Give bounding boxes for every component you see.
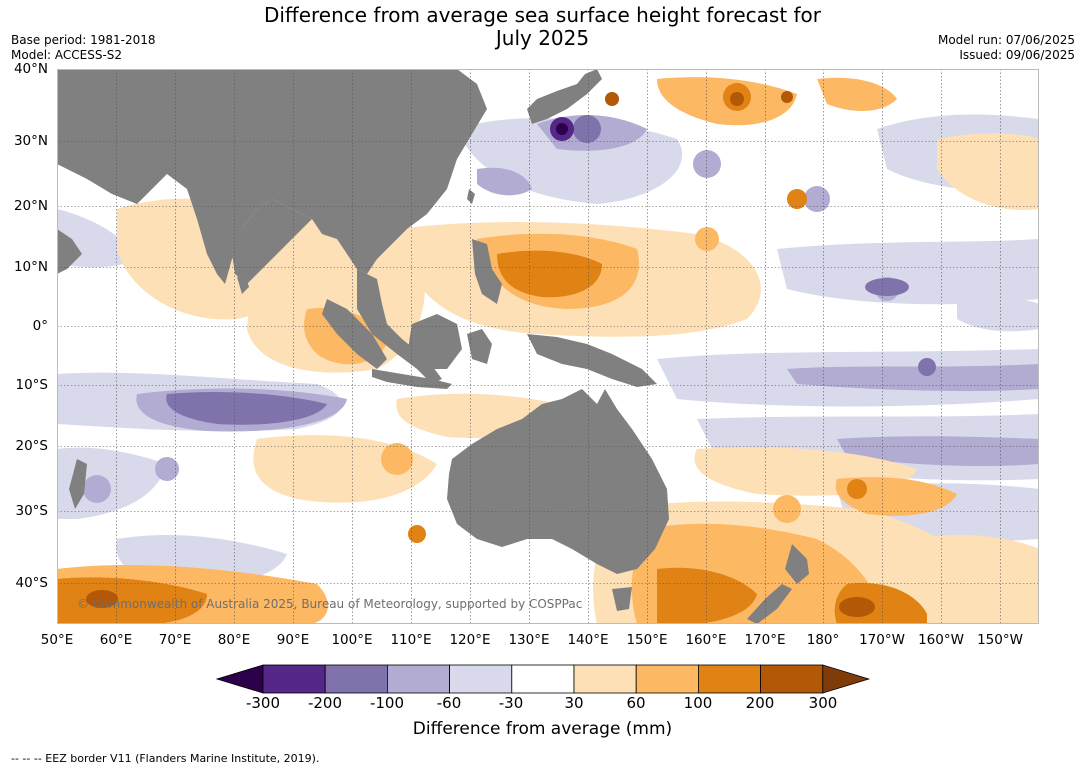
land-india bbox=[232, 199, 312, 284]
model-run: Model run: 07/06/2025 bbox=[937, 33, 1075, 47]
land-japan bbox=[527, 69, 602, 124]
issued-date: Issued: 09/06/2025 bbox=[959, 48, 1075, 62]
lat-label: 40°S bbox=[15, 575, 49, 591]
land-sri-lanka bbox=[237, 274, 249, 294]
meta-left: Base period: 1981-2018 Model: ACCESS-S2 bbox=[11, 33, 156, 63]
chart-title: Difference from average sea surface heig… bbox=[0, 4, 1085, 50]
land-masses bbox=[57, 69, 809, 624]
colorbar-segment bbox=[324, 664, 388, 694]
land-madagascar bbox=[69, 459, 87, 509]
land-sumatra bbox=[322, 299, 387, 369]
land-taiwan bbox=[467, 189, 475, 204]
title-line-2: July 2025 bbox=[495, 26, 590, 50]
land-new-guinea bbox=[527, 334, 657, 387]
colorbar-tick: 60 bbox=[626, 694, 646, 712]
land-new-zealand-south bbox=[747, 584, 792, 624]
colorbar-segment bbox=[386, 664, 450, 694]
colorbar-arrow-low bbox=[215, 664, 264, 694]
anomaly-brown bbox=[86, 91, 875, 617]
land-new-zealand-north bbox=[785, 544, 809, 584]
lat-label: 30°N bbox=[13, 133, 48, 149]
land-australia bbox=[447, 389, 669, 574]
lon-label: 80°E bbox=[217, 632, 251, 648]
colorbar-label: Difference from average (mm) bbox=[412, 719, 673, 739]
anomaly-dark-orange bbox=[57, 83, 927, 624]
lat-label: 0° bbox=[32, 318, 48, 334]
colorbar-segment bbox=[697, 664, 761, 694]
land-tasmania bbox=[612, 587, 632, 611]
lon-label: 170°E bbox=[744, 632, 786, 648]
copyright-notice: © Commonwealth of Australia 2025, Bureau… bbox=[77, 597, 583, 611]
colorbar-tick: 200 bbox=[745, 694, 775, 712]
lon-label: 130°E bbox=[508, 632, 550, 648]
lat-label: 30°S bbox=[15, 503, 49, 519]
lat-label: 20°N bbox=[13, 198, 48, 214]
colorbar-tick: -200 bbox=[307, 694, 343, 712]
land-asia bbox=[57, 69, 487, 284]
colorbar-tick: 300 bbox=[808, 694, 838, 712]
colorbar-segment bbox=[760, 664, 824, 694]
lon-label: 110°E bbox=[390, 632, 432, 648]
eez-legend: -- -- -- EEZ border V11 (Flanders Marine… bbox=[11, 752, 320, 765]
lat-label: 10°N bbox=[13, 259, 48, 275]
lat-label: 10°S bbox=[15, 377, 49, 393]
lat-label: 40°N bbox=[13, 61, 48, 77]
lon-label: 140°E bbox=[567, 632, 609, 648]
title-line-1: Difference from average sea surface heig… bbox=[263, 3, 822, 27]
anomaly-purple bbox=[166, 115, 936, 425]
colorbar-segment bbox=[449, 664, 513, 694]
lon-label: 90°E bbox=[276, 632, 310, 648]
lon-label: 170°W bbox=[859, 632, 905, 648]
lon-label: 150°W bbox=[977, 632, 1023, 648]
land-sulawesi bbox=[467, 329, 492, 364]
land-borneo bbox=[407, 314, 462, 369]
land-africa-horn bbox=[57, 229, 82, 274]
colorbar-arrow-high bbox=[822, 664, 871, 694]
colorbar-tick: -60 bbox=[436, 694, 462, 712]
meta-right: Model run: 07/06/2025 Issued: 09/06/2025 bbox=[938, 33, 1075, 63]
anomaly-dark-purple bbox=[550, 117, 574, 141]
colorbar bbox=[215, 664, 871, 694]
map-frame bbox=[57, 69, 1039, 624]
lon-label: 160°W bbox=[918, 632, 964, 648]
lon-label: 160°E bbox=[685, 632, 727, 648]
sea-height-map bbox=[57, 69, 1039, 624]
colorbar-tick: -300 bbox=[245, 694, 281, 712]
colorbar-tick: -30 bbox=[498, 694, 524, 712]
lon-label: 120°E bbox=[449, 632, 491, 648]
colorbar-segment bbox=[511, 664, 575, 694]
lon-label: 50°E bbox=[40, 632, 74, 648]
colorbar-segment bbox=[635, 664, 699, 694]
colorbar-segment bbox=[573, 664, 637, 694]
land-java bbox=[372, 369, 452, 389]
lat-label: 20°S bbox=[15, 438, 49, 454]
land-philippines bbox=[472, 239, 502, 304]
lon-label: 180° bbox=[806, 632, 840, 648]
colorbar-tick: 30 bbox=[564, 694, 584, 712]
model-name: Model: ACCESS-S2 bbox=[11, 48, 123, 62]
colorbar-segment bbox=[262, 664, 326, 694]
lon-label: 70°E bbox=[158, 632, 192, 648]
lon-label: 60°E bbox=[99, 632, 133, 648]
colorbar-tick: -100 bbox=[369, 694, 405, 712]
colorbar-tick: 100 bbox=[683, 694, 713, 712]
base-period: Base period: 1981-2018 bbox=[11, 33, 156, 47]
lon-label: 100°E bbox=[331, 632, 373, 648]
colorbar-segments bbox=[215, 664, 871, 694]
lon-label: 150°E bbox=[626, 632, 668, 648]
